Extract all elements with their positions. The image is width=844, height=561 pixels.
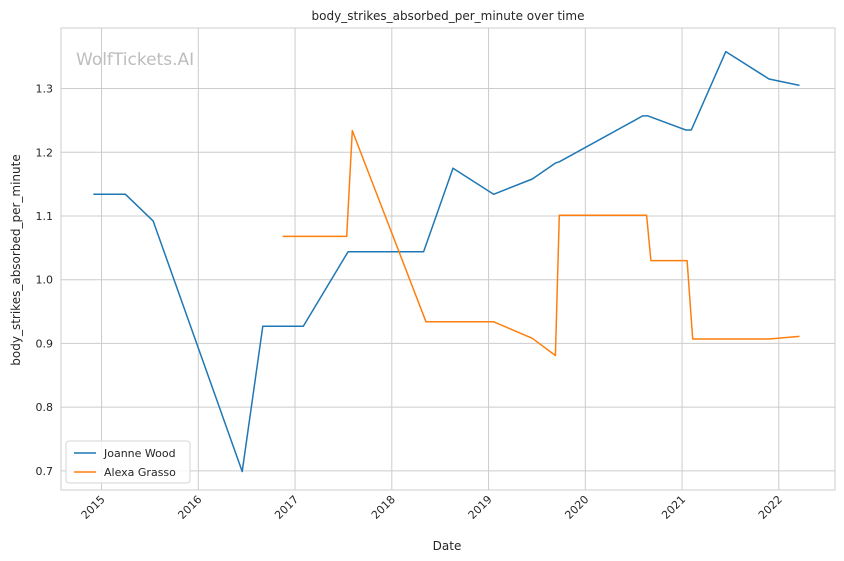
y-tick-label: 0.8 (36, 401, 54, 414)
chart-title: body_strikes_absorbed_per_minute over ti… (312, 9, 585, 23)
x-tick-label: 2021 (659, 493, 688, 522)
y-tick-label: 0.9 (36, 337, 54, 350)
y-axis-title: body_strikes_absorbed_per_minute (9, 154, 23, 365)
x-tick-label: 2015 (79, 493, 108, 522)
series-lines (93, 50, 800, 473)
x-tick-label: 2020 (562, 493, 591, 522)
x-tick-label: 2018 (369, 493, 398, 522)
y-tick-label: 1.2 (36, 146, 54, 159)
x-tick-label: 2019 (466, 493, 495, 522)
watermark: WolfTickets.AI (76, 50, 194, 70)
y-tick-label: 1.3 (36, 83, 54, 96)
legend: Joanne Wood Alexa Grasso (65, 440, 191, 484)
x-tick-label: 2022 (756, 493, 785, 522)
legend-label: Joanne Wood (103, 447, 176, 460)
legend-box (65, 440, 191, 484)
y-tick-label: 1.1 (36, 210, 54, 223)
series-line-1 (93, 50, 800, 473)
y-tick-label: 1.0 (36, 274, 54, 287)
grid-lines (61, 28, 835, 490)
legend-label: Alexa Grasso (104, 466, 176, 479)
plot-frame (60, 27, 836, 491)
x-tick-label: 2016 (175, 493, 204, 522)
y-tick-label: 0.7 (36, 465, 54, 478)
x-axis-title: Date (433, 539, 462, 553)
x-tick-label: 2017 (272, 493, 301, 522)
series-line-2 (282, 129, 800, 357)
plot-background (61, 28, 835, 490)
